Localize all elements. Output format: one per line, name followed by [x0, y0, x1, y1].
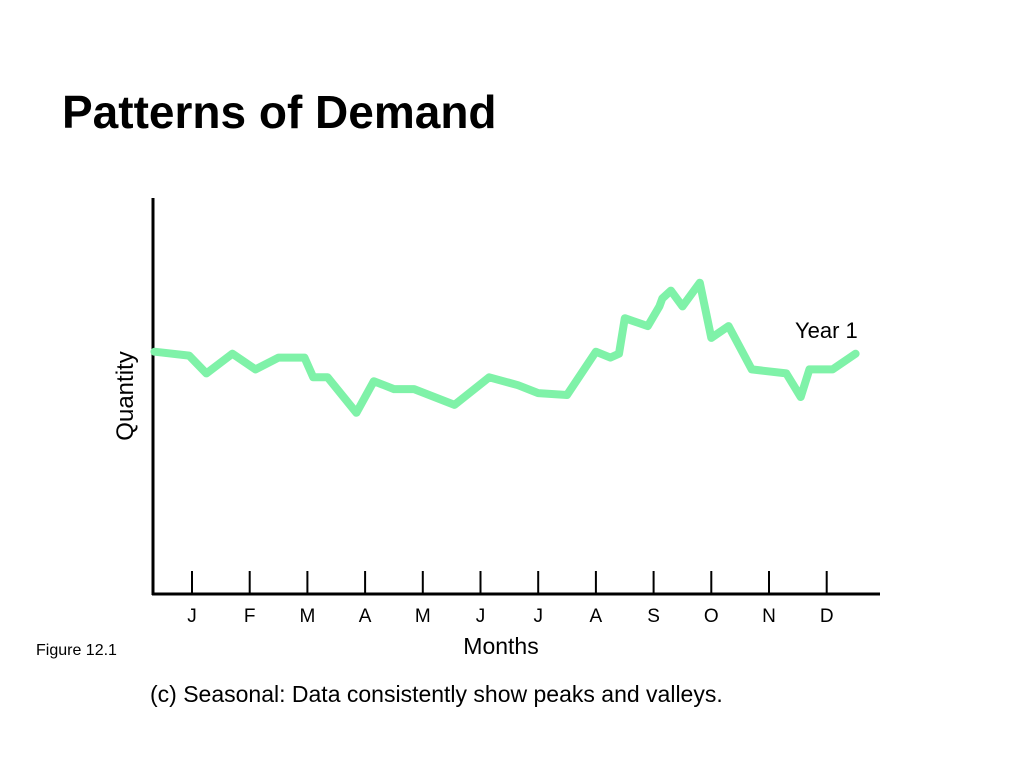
- x-tick-label: A: [359, 606, 372, 627]
- x-tick-label: M: [299, 606, 315, 627]
- x-tick-label: O: [704, 606, 719, 627]
- x-tick-label: N: [762, 606, 776, 627]
- x-axis-label: Months: [463, 633, 538, 659]
- x-tick-label: A: [590, 606, 603, 627]
- chart-annotations: Year 1: [795, 318, 858, 343]
- x-tick-label: S: [647, 606, 660, 627]
- chart-caption: (c) Seasonal: Data consistently show pea…: [150, 681, 723, 707]
- series-label-annotation: Year 1: [795, 318, 858, 343]
- series-line-year-1: [150, 278, 860, 417]
- x-tick-label: M: [415, 606, 431, 627]
- x-tick-marks: [191, 571, 828, 594]
- y-axis-label: Quantity: [112, 351, 139, 440]
- x-tick-label: J: [476, 606, 486, 627]
- x-tick-label: J: [533, 606, 543, 627]
- x-tick-label: D: [820, 606, 834, 627]
- slide-title: Patterns of Demand: [62, 86, 497, 138]
- figure-label: Figure 12.1: [36, 642, 117, 659]
- x-tick-label: F: [244, 606, 256, 627]
- x-tick-label: J: [187, 606, 197, 627]
